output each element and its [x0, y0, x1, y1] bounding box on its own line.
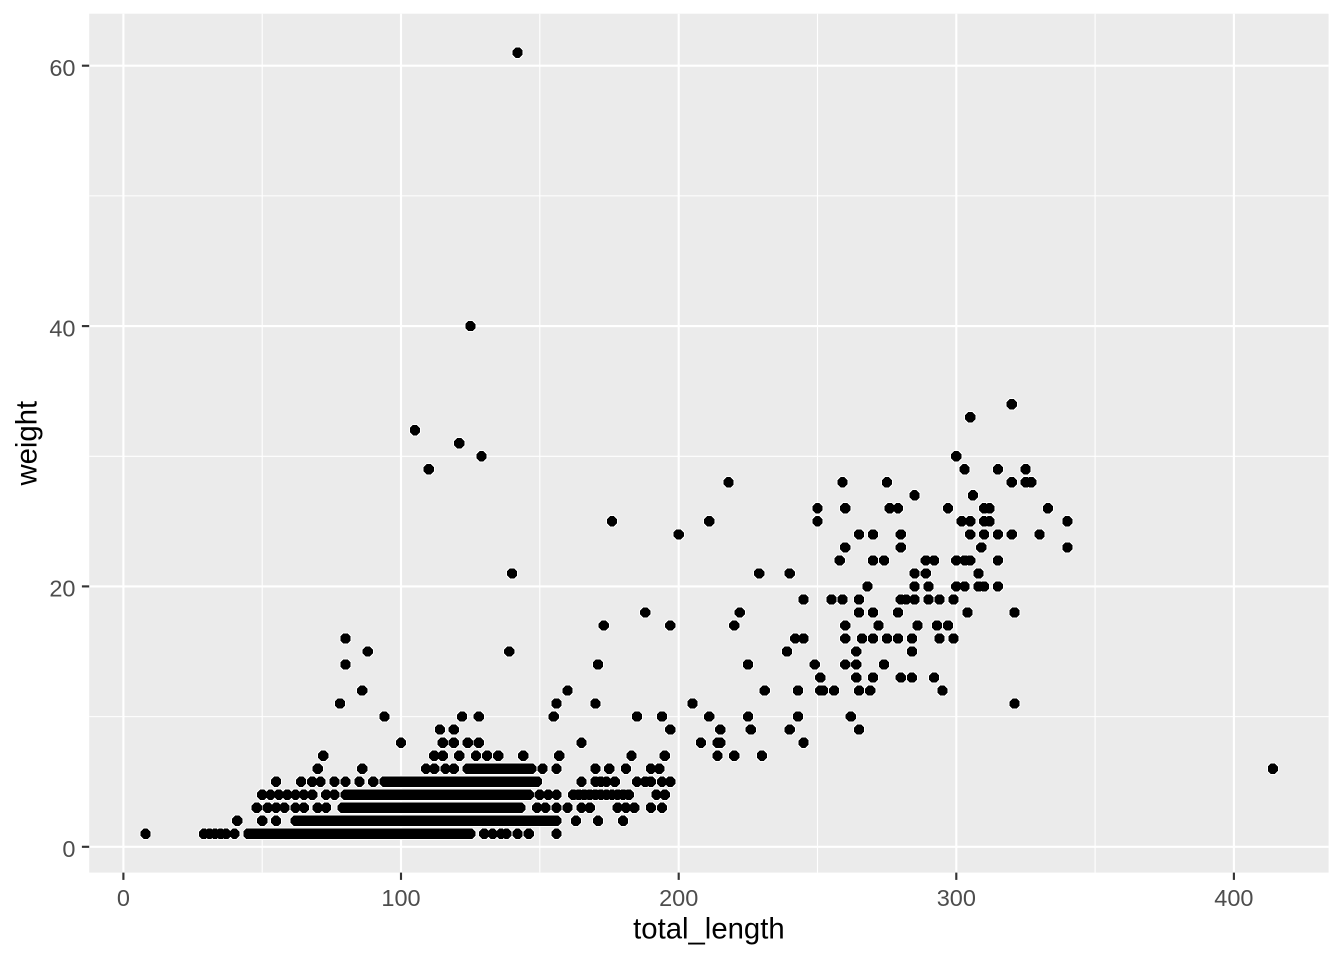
svg-text:total_length: total_length	[633, 913, 785, 946]
svg-text:40: 40	[49, 315, 75, 341]
svg-text:200: 200	[659, 885, 698, 911]
svg-text:weight: weight	[11, 401, 44, 487]
svg-text:60: 60	[49, 55, 75, 81]
svg-text:20: 20	[49, 576, 75, 602]
svg-text:300: 300	[937, 885, 976, 911]
svg-text:0: 0	[117, 885, 130, 911]
svg-text:400: 400	[1214, 885, 1253, 911]
svg-text:100: 100	[381, 885, 420, 911]
svg-text:0: 0	[62, 836, 75, 862]
